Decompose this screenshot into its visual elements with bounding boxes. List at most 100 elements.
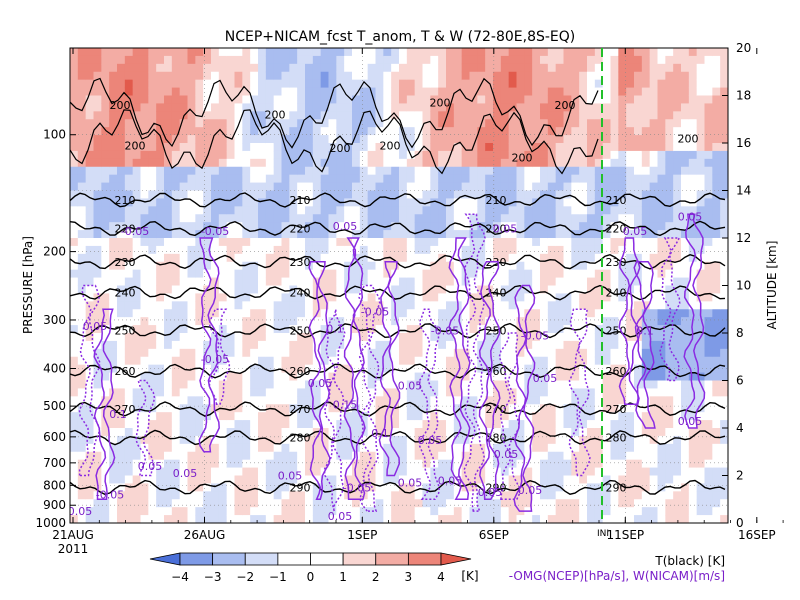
anomaly-cell — [211, 214, 220, 223]
anomaly-cell — [532, 443, 541, 453]
anomaly-cell — [555, 87, 564, 96]
anomaly-cell — [563, 222, 572, 231]
anomaly-cell — [555, 443, 564, 453]
anomaly-cell — [258, 55, 267, 65]
anomaly-cell — [524, 127, 533, 136]
anomaly-cell — [547, 309, 557, 318]
anomaly-cell — [618, 380, 627, 389]
anomaly-cell — [312, 348, 322, 358]
anomaly-cell — [634, 483, 643, 492]
anomaly-cell — [446, 356, 455, 366]
anomaly-cell — [297, 507, 306, 516]
anomaly-cell — [281, 48, 290, 57]
anomaly-cell — [250, 325, 259, 334]
anomaly-cell — [500, 63, 510, 73]
anomaly-cell — [164, 222, 173, 231]
anomaly-cell — [70, 372, 79, 381]
anomaly-cell — [179, 515, 188, 523]
anomaly-cell — [164, 71, 173, 81]
anomaly-cell — [461, 364, 470, 374]
anomaly-cell — [657, 95, 666, 104]
anomaly-cell — [320, 388, 329, 397]
anomaly-cell — [540, 198, 549, 207]
anomaly-cell — [140, 230, 149, 239]
anomaly-cell — [594, 333, 604, 342]
anomaly-cell — [399, 317, 408, 326]
anomaly-cell — [571, 150, 580, 160]
anomaly-cell — [132, 158, 141, 168]
anomaly-cell — [508, 127, 517, 136]
anomaly-cell — [477, 491, 486, 500]
anomaly-cell — [226, 372, 235, 381]
anomaly-cell — [171, 372, 181, 381]
anomaly-cell — [641, 483, 651, 492]
anomaly-cell — [571, 182, 580, 191]
anomaly-cell — [461, 166, 470, 176]
anomaly-cell — [179, 435, 188, 445]
anomaly-cell — [430, 277, 439, 286]
anomaly-cell — [493, 364, 502, 374]
anomaly-cell — [258, 206, 267, 215]
anomaly-cell — [391, 261, 400, 271]
anomaly-cell — [453, 515, 463, 523]
anomaly-cell — [124, 293, 134, 302]
anomaly-cell — [265, 230, 275, 239]
anomaly-cell — [148, 222, 157, 231]
anomaly-cell — [352, 158, 361, 168]
anomaly-cell — [203, 135, 212, 144]
anomaly-cell — [469, 166, 478, 176]
anomaly-cell — [391, 174, 400, 184]
anomaly-cell — [673, 150, 682, 160]
anomaly-cell — [720, 63, 728, 73]
anomaly-cell — [140, 55, 149, 65]
anomaly-cell — [634, 356, 643, 366]
anomaly-cell — [547, 483, 557, 492]
anomaly-cell — [704, 206, 713, 215]
anomaly-cell — [453, 317, 463, 326]
anomaly-cell — [77, 150, 87, 160]
anomaly-cell — [242, 119, 251, 128]
anomaly-cell — [438, 190, 447, 199]
anomaly-cell — [485, 206, 494, 215]
anomaly-cell — [532, 198, 541, 207]
anomaly-cell — [171, 245, 181, 255]
anomaly-cell — [438, 388, 447, 397]
anomaly-cell — [77, 404, 87, 413]
anomaly-cell — [140, 404, 149, 413]
anomaly-cell — [602, 158, 611, 168]
anomaly-cell — [281, 111, 290, 120]
anomaly-cell — [704, 253, 713, 263]
anomaly-cell — [297, 499, 306, 508]
anomaly-cell — [336, 190, 345, 199]
anomaly-cell — [493, 253, 502, 263]
anomaly-cell — [226, 333, 235, 342]
anomaly-cell — [187, 309, 196, 318]
anomaly-cell — [712, 356, 721, 366]
anomaly-cell — [305, 491, 314, 500]
anomaly-cell — [704, 372, 713, 381]
anomaly-cell — [336, 325, 345, 334]
anomaly-cell — [602, 356, 611, 366]
anomaly-cell — [85, 491, 94, 500]
anomaly-cell — [587, 190, 596, 199]
anomaly-cell — [367, 143, 376, 152]
anomaly-cell — [265, 333, 275, 342]
anomaly-cell — [305, 166, 314, 176]
anomaly-cell — [461, 491, 470, 500]
anomaly-cell — [383, 428, 392, 437]
anomaly-cell — [117, 166, 126, 176]
anomaly-cell — [500, 396, 510, 405]
anomaly-cell — [148, 364, 157, 374]
anomaly-cell — [555, 174, 564, 184]
anomaly-cell — [673, 55, 682, 65]
anomaly-cell — [344, 135, 353, 144]
anomaly-cell — [258, 111, 267, 120]
anomaly-cell — [117, 269, 126, 279]
anomaly-cell — [383, 396, 392, 405]
anomaly-cell — [391, 269, 400, 279]
anomaly-cell — [359, 325, 369, 334]
anomaly-cell — [469, 420, 478, 429]
anomaly-cell — [250, 388, 259, 397]
anomaly-cell — [117, 277, 126, 286]
anomaly-cell — [540, 515, 549, 523]
